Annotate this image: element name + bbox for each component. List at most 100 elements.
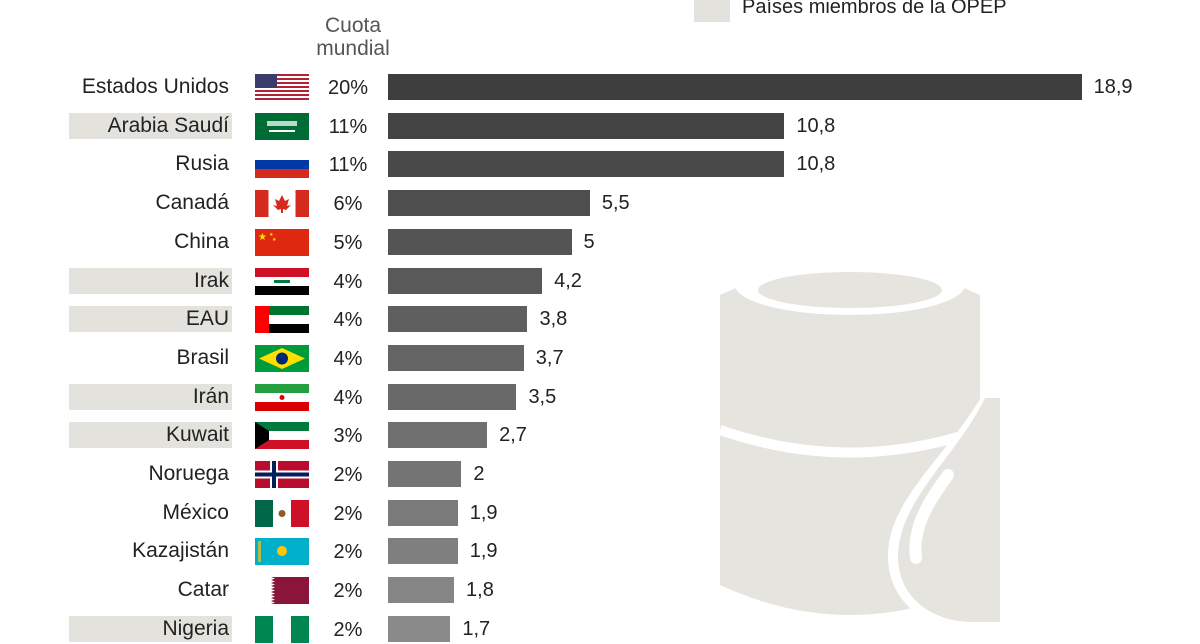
opec-highlight (69, 383, 232, 410)
world-share-label: 11% (328, 154, 368, 177)
world-share-label: 2% (333, 541, 363, 564)
value-label: 1,9 (469, 501, 498, 524)
bar-row-mexico: México 2% 1,9 (0, 498, 1200, 528)
category-label: Estados Unidos (81, 75, 229, 98)
bar-row-arabia-saudi: Arabia Saudí 11% 10,8 (0, 111, 1200, 141)
category-label: Kazajistán (132, 539, 229, 563)
value-label: 3,5 (528, 385, 557, 408)
bar-row-canada: Canadá 6% 5,5 (0, 188, 1200, 218)
svg-text:★: ★ (272, 237, 277, 243)
iran-flag-icon (255, 383, 309, 411)
value-label: 3,8 (539, 308, 568, 331)
value-label: 3,7 (535, 346, 564, 369)
bar (388, 190, 590, 217)
opec-highlight (69, 112, 232, 139)
legend-swatch-opec (694, 0, 730, 22)
category-label: Arabia Saudí (107, 113, 229, 137)
bar (388, 74, 1082, 100)
mexico-flag-icon (255, 499, 309, 527)
world-share-label: 2% (333, 464, 363, 486)
bar-row-kuwait: Kuwait 3% 2,7 (0, 420, 1200, 450)
bar-row-noruega: Noruega 2% 2 (0, 459, 1200, 489)
bar (388, 383, 517, 410)
oil-barrel-drop-icon (710, 255, 1000, 630)
brazil-flag-icon (255, 344, 309, 372)
share-column-header: Cuota mundial (298, 14, 408, 60)
value-label: 1,7 (462, 617, 491, 640)
norway-flag-icon (255, 461, 309, 488)
svg-text:★: ★ (258, 232, 267, 243)
opec-highlight (69, 267, 232, 294)
value-label: 10,8 (796, 153, 836, 176)
nigeria-flag-icon (255, 615, 309, 643)
world-share-label: 4% (333, 270, 363, 293)
value-label: 5 (583, 230, 595, 253)
world-share-label: 11% (328, 115, 368, 138)
oil-drop-fill (897, 398, 1000, 622)
category-label: Irak (193, 268, 229, 292)
bar-row-eau: EAU 4% 3,8 (0, 304, 1200, 334)
bar (388, 228, 572, 255)
us-flag-icon (255, 74, 309, 101)
iraq-flag-icon (255, 267, 309, 295)
category-label: Irán (192, 384, 229, 408)
value-label: 18,9 (1093, 76, 1133, 98)
world-share-label: 20% (327, 77, 369, 99)
bar (388, 499, 458, 526)
share-header-line1: Cuota (324, 14, 382, 37)
barrel-top-rim (758, 272, 942, 308)
legend-label-opec: Países miembros de la OPEP (742, 0, 1007, 18)
bar (388, 306, 528, 333)
category-label: Kuwait (165, 423, 229, 447)
category-label: Brasil (176, 345, 229, 369)
category-label: EAU (185, 307, 229, 331)
opec-highlight (69, 422, 232, 449)
russia-flag-icon (255, 151, 309, 179)
bar-row-estados-unidos: Estados Unidos 20% 18,9 (0, 72, 1200, 102)
bar-row-nigeria: Nigeria 2% 1,7 (0, 614, 1200, 644)
bar-row-iran: Irán 4% 3,5 (0, 382, 1200, 412)
category-label: China (174, 229, 229, 253)
world-share-label: 6% (333, 193, 363, 216)
bar (388, 267, 543, 294)
bar-row-catar: Catar 2% 1,8 (0, 575, 1200, 605)
qatar-flag-icon (255, 577, 309, 605)
value-label: 2,7 (499, 424, 527, 447)
bar-row-irak: Irak 4% 4,2 (0, 266, 1200, 296)
kazakhstan-flag-icon (255, 538, 309, 566)
world-share-label: 4% (333, 347, 363, 370)
value-label: 1,9 (469, 540, 498, 563)
bar-row-china: China ★ ★ ★ 5% 5 (0, 227, 1200, 257)
value-label: 5,5 (601, 192, 630, 215)
china-flag-icon: ★ ★ ★ (255, 228, 309, 256)
category-label: México (162, 500, 229, 524)
category-label: Canadá (155, 191, 229, 215)
category-label: Nigeria (162, 616, 229, 640)
world-share-label: 4% (333, 386, 363, 409)
value-label: 4,2 (554, 269, 582, 292)
barrel-band-left (710, 370, 720, 385)
oil-drop-highlight (909, 469, 954, 564)
svg-text:★: ★ (269, 232, 274, 238)
bar (388, 615, 451, 642)
bar-row-rusia: Rusia 11% 10,8 (0, 149, 1200, 179)
share-header-line2: mundial (316, 37, 390, 60)
bar (388, 461, 462, 487)
bar (388, 422, 488, 449)
category-label: Catar (177, 578, 229, 602)
bar (388, 538, 458, 565)
opec-highlight (69, 306, 232, 333)
bar-row-kazajistan: Kazajistán 2% 1,9 (0, 536, 1200, 566)
world-share-label: 4% (333, 309, 363, 332)
world-share-label: 2% (333, 580, 363, 603)
world-share-label: 2% (333, 502, 363, 525)
category-label: Rusia (175, 152, 229, 176)
barrel-band (718, 425, 982, 458)
saudi-arabia-flag-icon (255, 112, 309, 140)
bar (388, 112, 785, 139)
bar (388, 344, 524, 371)
value-label: 2 (473, 463, 485, 485)
uae-flag-icon (255, 306, 309, 334)
canada-flag-icon (255, 190, 309, 218)
